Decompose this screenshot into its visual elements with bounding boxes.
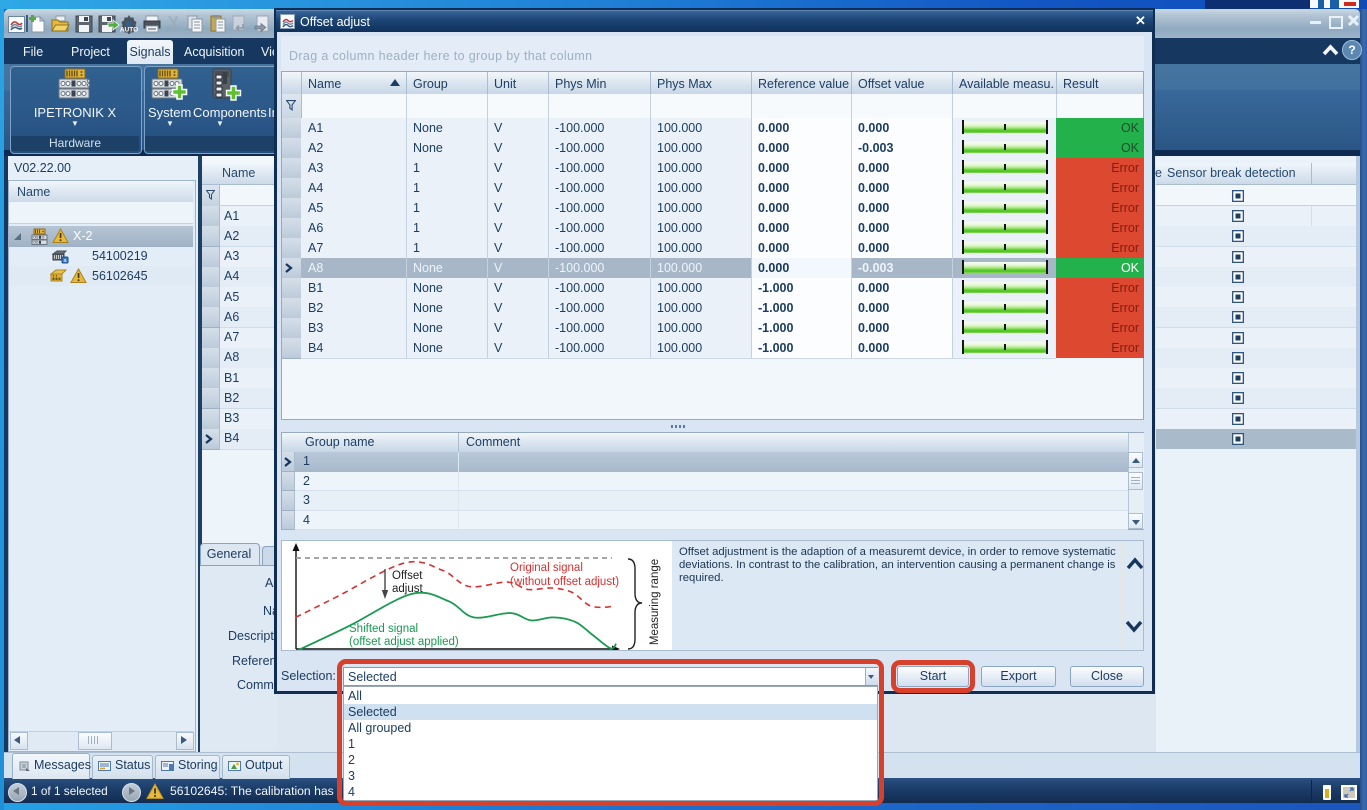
- svg-text:Measuring range: Measuring range: [649, 559, 661, 645]
- svg-text:a: a: [63, 258, 67, 264]
- svg-text:Original signal: Original signal: [510, 562, 583, 574]
- svg-text:adjust: adjust: [392, 583, 423, 595]
- svg-text:AUTO: AUTO: [120, 27, 138, 34]
- svg-text:(without offset adjust): (without offset adjust): [510, 576, 619, 588]
- svg-text:Offset: Offset: [392, 570, 423, 582]
- svg-text:Shifted signal: Shifted signal: [349, 623, 418, 635]
- svg-text:(offset adjust applied): (offset adjust applied): [349, 636, 459, 648]
